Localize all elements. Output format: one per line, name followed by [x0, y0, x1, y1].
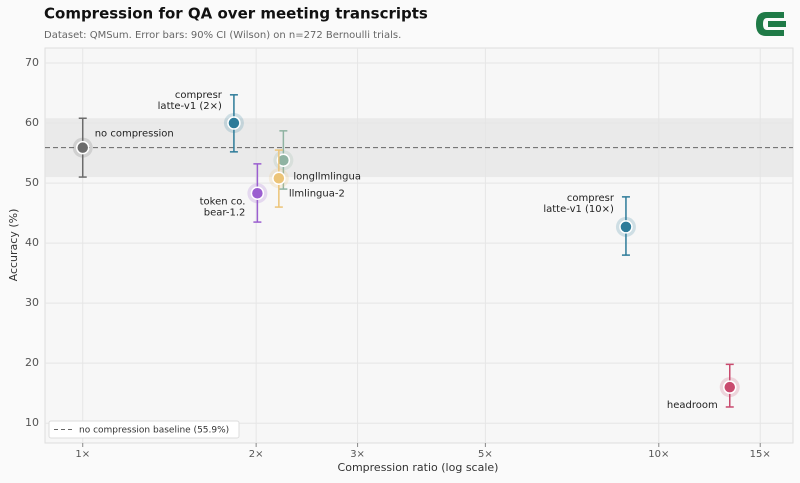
point-label: llmlingua-2 [289, 188, 345, 199]
point-label: latte-v1 (10×) [543, 204, 614, 215]
chart-subtitle: Dataset: QMSum. Error bars: 90% CI (Wils… [44, 30, 401, 41]
point [75, 140, 90, 155]
legend-label: no compression baseline (55.9%) [79, 426, 229, 436]
x-tick-label: 10× [648, 449, 669, 460]
y-tick-label: 70 [25, 56, 39, 69]
plot-area [44, 47, 794, 444]
y-tick-label: 60 [25, 116, 39, 129]
y-tick-label: 50 [25, 176, 39, 189]
y-tick-label: 10 [25, 416, 39, 429]
point-label: bear-1.2 [204, 207, 246, 218]
point [619, 220, 633, 234]
x-axis-label: Compression ratio (log scale) [338, 461, 499, 474]
x-tick-label: 2× [249, 449, 264, 460]
y-tick-label: 40 [25, 236, 39, 249]
logo [756, 12, 786, 36]
point [227, 116, 241, 130]
point-label: compresr [175, 90, 223, 101]
point-label: token co. [200, 196, 246, 207]
y-tick-label: 30 [25, 296, 39, 309]
point [272, 171, 286, 186]
point [250, 186, 265, 201]
point [276, 153, 291, 168]
point-label: headroom [667, 400, 718, 411]
point-label: longllmlingua [293, 171, 361, 182]
x-tick-label: 1× [75, 449, 90, 460]
legend-box [48, 420, 240, 439]
chart-title: Compression for QA over meeting transcri… [44, 5, 428, 23]
point-label: compresr [567, 193, 615, 204]
point-label: latte-v1 (2×) [158, 101, 222, 112]
x-tick-label: 5× [478, 449, 493, 460]
x-tick-label: 15× [750, 449, 771, 460]
x-tick-label: 3× [350, 449, 365, 460]
point [723, 380, 737, 394]
y-tick-label: 20 [25, 356, 39, 369]
legend: no compression baseline (55.9%) [48, 420, 240, 439]
y-axis-label: Accuracy (%) [7, 209, 20, 282]
point-label: no compression [95, 129, 174, 140]
